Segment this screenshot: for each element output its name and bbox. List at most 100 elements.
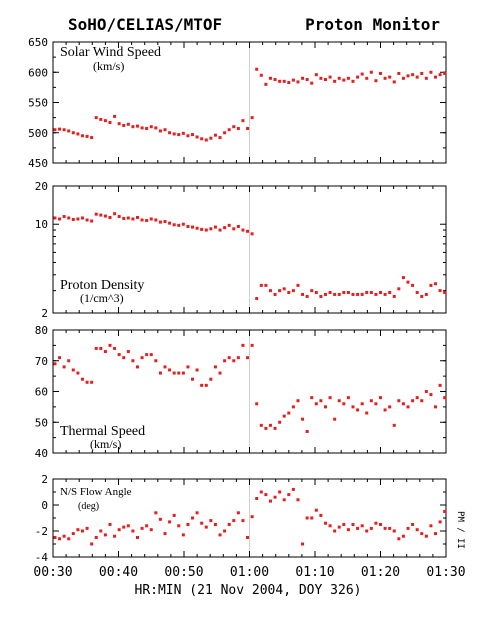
x-tick-label: 00:40 bbox=[99, 565, 138, 580]
data-point bbox=[401, 276, 405, 280]
data-point bbox=[291, 289, 295, 293]
data-point bbox=[168, 520, 172, 524]
data-point bbox=[154, 359, 158, 363]
data-point bbox=[282, 414, 286, 418]
y-tick-label: 80 bbox=[35, 324, 48, 337]
data-point bbox=[374, 402, 378, 406]
data-point bbox=[204, 138, 208, 142]
data-point bbox=[346, 396, 350, 400]
data-point bbox=[209, 227, 213, 231]
data-point bbox=[415, 396, 419, 400]
data-point bbox=[71, 131, 75, 135]
data-point bbox=[328, 291, 332, 295]
data-point bbox=[250, 343, 254, 347]
data-point bbox=[186, 365, 190, 369]
data-point bbox=[126, 216, 130, 220]
data-point bbox=[186, 523, 190, 526]
data-point bbox=[259, 283, 263, 287]
data-point bbox=[406, 280, 410, 284]
panel-speed-unit: (km/s) bbox=[93, 59, 124, 73]
data-point bbox=[443, 71, 447, 75]
data-point bbox=[438, 289, 442, 293]
data-point bbox=[369, 399, 373, 403]
data-point bbox=[369, 291, 373, 295]
data-point bbox=[195, 135, 199, 139]
data-point bbox=[415, 528, 419, 532]
data-point bbox=[328, 396, 332, 400]
data-point bbox=[434, 532, 438, 536]
data-point bbox=[250, 515, 254, 519]
data-point bbox=[62, 365, 66, 369]
data-point bbox=[420, 532, 424, 536]
data-point bbox=[424, 534, 428, 538]
data-point bbox=[154, 511, 158, 515]
data-point bbox=[360, 72, 364, 76]
data-point bbox=[223, 131, 227, 135]
data-point bbox=[374, 292, 378, 296]
data-point bbox=[319, 513, 323, 517]
data-point bbox=[296, 498, 300, 502]
data-point bbox=[443, 396, 447, 400]
data-point bbox=[264, 82, 268, 86]
data-point bbox=[388, 526, 392, 530]
data-point bbox=[319, 399, 323, 403]
data-point bbox=[140, 126, 144, 130]
data-point bbox=[227, 223, 231, 227]
data-point bbox=[406, 74, 410, 78]
data-point bbox=[108, 215, 112, 219]
data-point bbox=[168, 221, 172, 225]
y-tick-label: 10 bbox=[35, 218, 48, 231]
data-point bbox=[140, 218, 144, 222]
data-point bbox=[323, 405, 327, 409]
data-point bbox=[209, 377, 213, 381]
data-point bbox=[177, 133, 181, 137]
data-point bbox=[223, 359, 227, 363]
data-point bbox=[94, 346, 98, 350]
data-point bbox=[411, 73, 415, 77]
data-point bbox=[379, 396, 382, 400]
data-point bbox=[195, 511, 199, 515]
data-point bbox=[420, 294, 424, 298]
data-point bbox=[236, 356, 240, 360]
data-point bbox=[379, 291, 382, 295]
data-point bbox=[67, 359, 71, 363]
data-point bbox=[310, 516, 314, 520]
x-axis-tick-labels: 00:30 00:40 00:50 01:00 01:10 01:20 01:30 bbox=[33, 565, 465, 580]
data-point bbox=[218, 228, 222, 232]
data-point bbox=[337, 76, 341, 80]
data-point bbox=[149, 125, 153, 129]
y-tick-label: -2 bbox=[35, 525, 48, 538]
data-point bbox=[103, 533, 107, 537]
data-point bbox=[62, 128, 66, 132]
data-point bbox=[213, 523, 217, 526]
data-point bbox=[392, 80, 396, 84]
data-point bbox=[305, 294, 309, 298]
data-point bbox=[346, 76, 350, 80]
data-point bbox=[296, 80, 300, 84]
data-point bbox=[443, 510, 447, 513]
data-point bbox=[429, 393, 433, 397]
data-point bbox=[360, 402, 364, 406]
data-point bbox=[301, 76, 305, 80]
data-point bbox=[53, 128, 57, 132]
data-point bbox=[135, 365, 139, 369]
data-point bbox=[314, 402, 318, 406]
data-point bbox=[383, 76, 387, 80]
data-point bbox=[319, 76, 323, 80]
data-point bbox=[342, 78, 346, 82]
data-point bbox=[305, 429, 309, 433]
data-point bbox=[191, 516, 195, 520]
data-point bbox=[177, 223, 181, 227]
data-point bbox=[177, 371, 181, 375]
data-point bbox=[379, 71, 382, 75]
data-point bbox=[374, 79, 378, 83]
data-point bbox=[213, 225, 217, 229]
data-point bbox=[282, 79, 286, 83]
data-point bbox=[53, 536, 57, 539]
data-point bbox=[287, 411, 291, 415]
data-point bbox=[333, 79, 337, 83]
data-point bbox=[365, 291, 369, 295]
data-point bbox=[434, 405, 438, 409]
data-point bbox=[241, 228, 245, 232]
